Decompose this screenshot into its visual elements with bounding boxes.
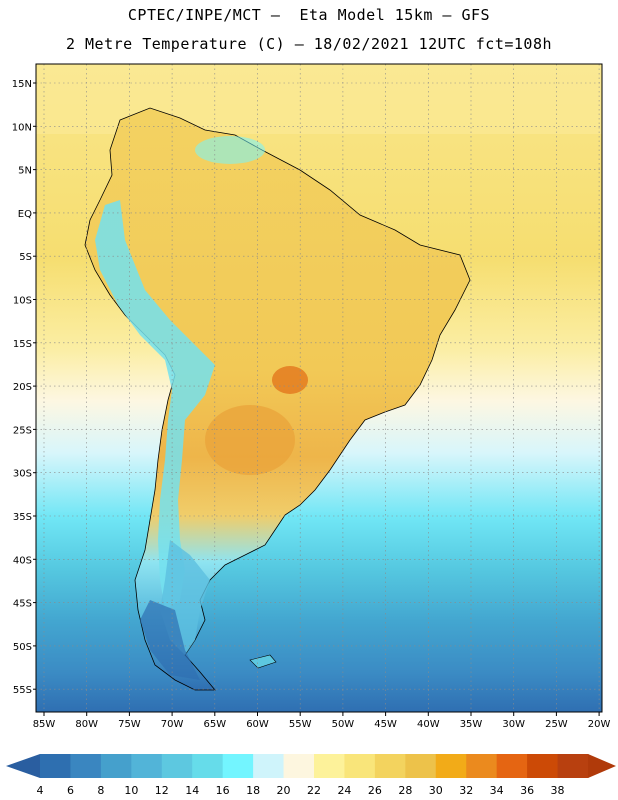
- colorbar-level-label: 34: [489, 784, 504, 797]
- lon-tick-label: 55W: [289, 719, 312, 730]
- colorbar-cell: [100, 754, 132, 778]
- map-plot-area: [36, 64, 602, 712]
- lon-tick-label: 85W: [33, 719, 56, 730]
- lon-tick-label: 70W: [161, 719, 184, 730]
- colorbar-cell: [131, 754, 163, 778]
- lat-tick-label: 30S: [13, 469, 32, 480]
- chart-title-line1: CPTEC/INPE/MCT – Eta Model 15km – GFS: [127, 6, 491, 24]
- lon-tick-label: 25W: [545, 719, 568, 730]
- colorbar-cell: [222, 754, 254, 778]
- colorbar-over-arrow: [588, 754, 616, 778]
- lat-tick-label: 15S: [13, 339, 32, 350]
- lon-tick-label: 45W: [374, 719, 397, 730]
- colorbar-cell: [405, 754, 437, 778]
- lat-tick-label: 40S: [13, 555, 32, 566]
- lon-tick-label: 65W: [203, 719, 226, 730]
- colorbar-level-label: 8: [97, 784, 105, 797]
- colorbar-cell: [466, 754, 498, 778]
- colorbar-cell: [283, 754, 315, 778]
- colorbar-cell: [192, 754, 224, 778]
- lat-tick-label: EQ: [18, 209, 32, 220]
- lat-tick-label: 35S: [13, 512, 32, 523]
- colorbar-cell: [314, 754, 345, 778]
- colorbar-level-label: 12: [154, 784, 169, 797]
- colorbar-level-label: 10: [124, 784, 139, 797]
- lon-tick-label: 30W: [502, 719, 525, 730]
- colorbar-level-label: 30: [428, 784, 443, 797]
- lat-tick-label: 5S: [19, 252, 32, 263]
- colorbar-level-label: 38: [550, 784, 565, 797]
- colorbar-level-label: 18: [246, 784, 261, 797]
- lat-tick-label: 45S: [13, 599, 32, 610]
- colorbar-level-label: 4: [36, 784, 44, 797]
- colorbar-cell: [253, 754, 285, 778]
- colorbar-cell: [344, 754, 376, 778]
- lon-tick-label: 50W: [332, 719, 355, 730]
- lat-tick-label: 20S: [13, 382, 32, 393]
- temperature-colorbar: [6, 754, 616, 778]
- lat-tick-label: 25S: [13, 425, 32, 436]
- lon-tick-label: 80W: [75, 719, 98, 730]
- colorbar-cell: [496, 754, 528, 778]
- colorbar-level-label: 24: [337, 784, 352, 797]
- colorbar-level-label: 36: [520, 784, 535, 797]
- colorbar-cell: [161, 754, 193, 778]
- temperature-map: 15N 10N 5N EQ 5S 10S 15S 20S 25S 30S 35S 40S 45S 50S 5…: [12, 63, 611, 730]
- lat-tick-label: 10S: [13, 296, 32, 307]
- colorbar-level-label: 6: [66, 784, 74, 797]
- colorbar-cell: [557, 754, 589, 778]
- colorbar-level-label: 14: [185, 784, 200, 797]
- colorbar-cell: [374, 754, 406, 778]
- lon-tick-label: 75W: [118, 719, 141, 730]
- colorbar-level-label: 32: [459, 784, 474, 797]
- colorbar-level-label: 28: [398, 784, 413, 797]
- lon-tick-label: 35W: [460, 719, 483, 730]
- lat-tick-label: 15N: [12, 79, 32, 90]
- colorbar-level-label: 22: [307, 784, 321, 797]
- lon-tick-label: 20W: [588, 719, 611, 730]
- chart-title-line2: 2 Metre Temperature (C) – 18/02/2021 12U…: [65, 35, 553, 53]
- colorbar-level-label: 16: [215, 784, 230, 797]
- colorbar-level-label: 26: [367, 784, 382, 797]
- colorbar-cell: [70, 754, 102, 778]
- colorbar-under-arrow: [6, 754, 40, 778]
- colorbar-cell: [435, 754, 467, 778]
- colorbar-level-label: 20: [276, 784, 291, 797]
- lat-tick-label: 55S: [13, 685, 32, 696]
- lat-tick-label: 50S: [13, 642, 32, 653]
- lon-tick-label: 40W: [417, 719, 440, 730]
- colorbar-cell: [40, 754, 71, 778]
- colorbar-cell: [527, 754, 559, 778]
- lat-tick-label: 5N: [18, 166, 32, 177]
- lon-tick-label: 60W: [246, 719, 269, 730]
- lat-tick-label: 10N: [12, 122, 32, 133]
